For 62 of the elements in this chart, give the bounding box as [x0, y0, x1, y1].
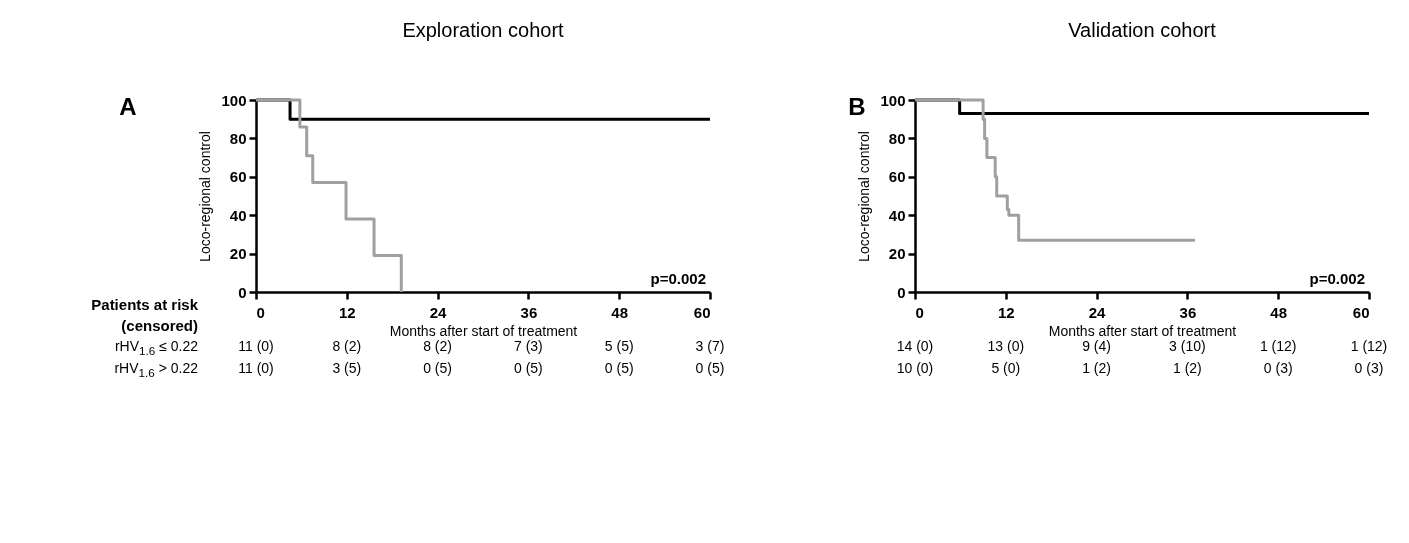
text: 7 (3) [513, 338, 543, 354]
text: 8 (2) [423, 338, 452, 354]
x-axis-title: Months after start of treatment [1048, 322, 1237, 339]
text: 8 (2) [332, 338, 362, 354]
y-tick-label: 20 [888, 245, 906, 263]
x-tick-label: 48 [611, 303, 629, 321]
text: 5 (0) [991, 360, 1021, 376]
text: 10 (0) [896, 360, 934, 376]
x-tick-label: 60 [693, 303, 711, 321]
text: A [119, 93, 137, 120]
text: rHV$_{1.6}$ ≤ 0.22 [114, 338, 198, 357]
text: 1 (2) [1082, 360, 1111, 376]
x-axis-title: Months after start of treatment [389, 322, 578, 339]
text: 0 (3) [1263, 360, 1293, 376]
annotation: p=0.002 [650, 270, 706, 287]
text: 0 (5) [423, 360, 452, 376]
text: 0 (5) [604, 360, 634, 376]
chart-title: Exploration cohort [402, 19, 565, 41]
text: 3 (10) [1169, 338, 1206, 354]
text: 1 (2) [1172, 360, 1202, 376]
y-tick-label: 40 [888, 206, 906, 224]
text: 5 (5) [604, 338, 634, 354]
x-tick-label: 48 [1270, 303, 1288, 321]
y-tick-label: 100 [221, 91, 247, 109]
text: 9 (4) [1082, 338, 1111, 354]
text: 13 (0) [987, 338, 1025, 354]
y-tick-label: 0 [897, 283, 906, 301]
text: rHV$_{1.6}$ > 0.22 [114, 360, 198, 379]
x-tick-label: 24 [1088, 303, 1107, 321]
text: 3 (5) [332, 360, 362, 376]
text: 14 (0) [896, 338, 934, 354]
chart-title: Validation cohort [1068, 19, 1217, 41]
text: 1 (12) [1350, 338, 1388, 354]
x-tick-label: 0 [256, 303, 265, 321]
x-tick-label: 12 [997, 303, 1015, 321]
text: 0 (5) [513, 360, 543, 376]
x-tick-label: 36 [520, 303, 538, 321]
x-tick-label: 12 [338, 303, 356, 321]
y-tick-label: 20 [229, 245, 247, 263]
text: 0 (5) [695, 360, 725, 376]
text: 11 (0) [238, 360, 274, 376]
y-axis-title: Loco-regional control [856, 131, 873, 262]
x-tick-label: 24 [429, 303, 448, 321]
y-tick-label: 60 [229, 168, 247, 186]
y-tick-label: 80 [229, 129, 247, 147]
y-tick-label: 40 [229, 206, 247, 224]
y-tick-label: 80 [888, 129, 906, 147]
text: 1 (12) [1259, 338, 1297, 354]
x-tick-label: 36 [1179, 303, 1197, 321]
text: 11 (0) [238, 338, 274, 354]
annotation: p=0.002 [1309, 270, 1365, 287]
y-tick-label: 0 [238, 283, 247, 301]
text: (censored) [121, 317, 198, 334]
text: 3 (7) [695, 338, 725, 354]
y-tick-label: 100 [880, 91, 906, 109]
text: B [848, 93, 866, 120]
y-tick-label: 60 [888, 168, 906, 186]
x-tick-label: 0 [915, 303, 924, 321]
text: 0 (3) [1354, 360, 1384, 376]
y-axis-title: Loco-regional control [197, 131, 214, 262]
x-tick-label: 60 [1352, 303, 1370, 321]
text: Patients at risk [91, 296, 198, 313]
